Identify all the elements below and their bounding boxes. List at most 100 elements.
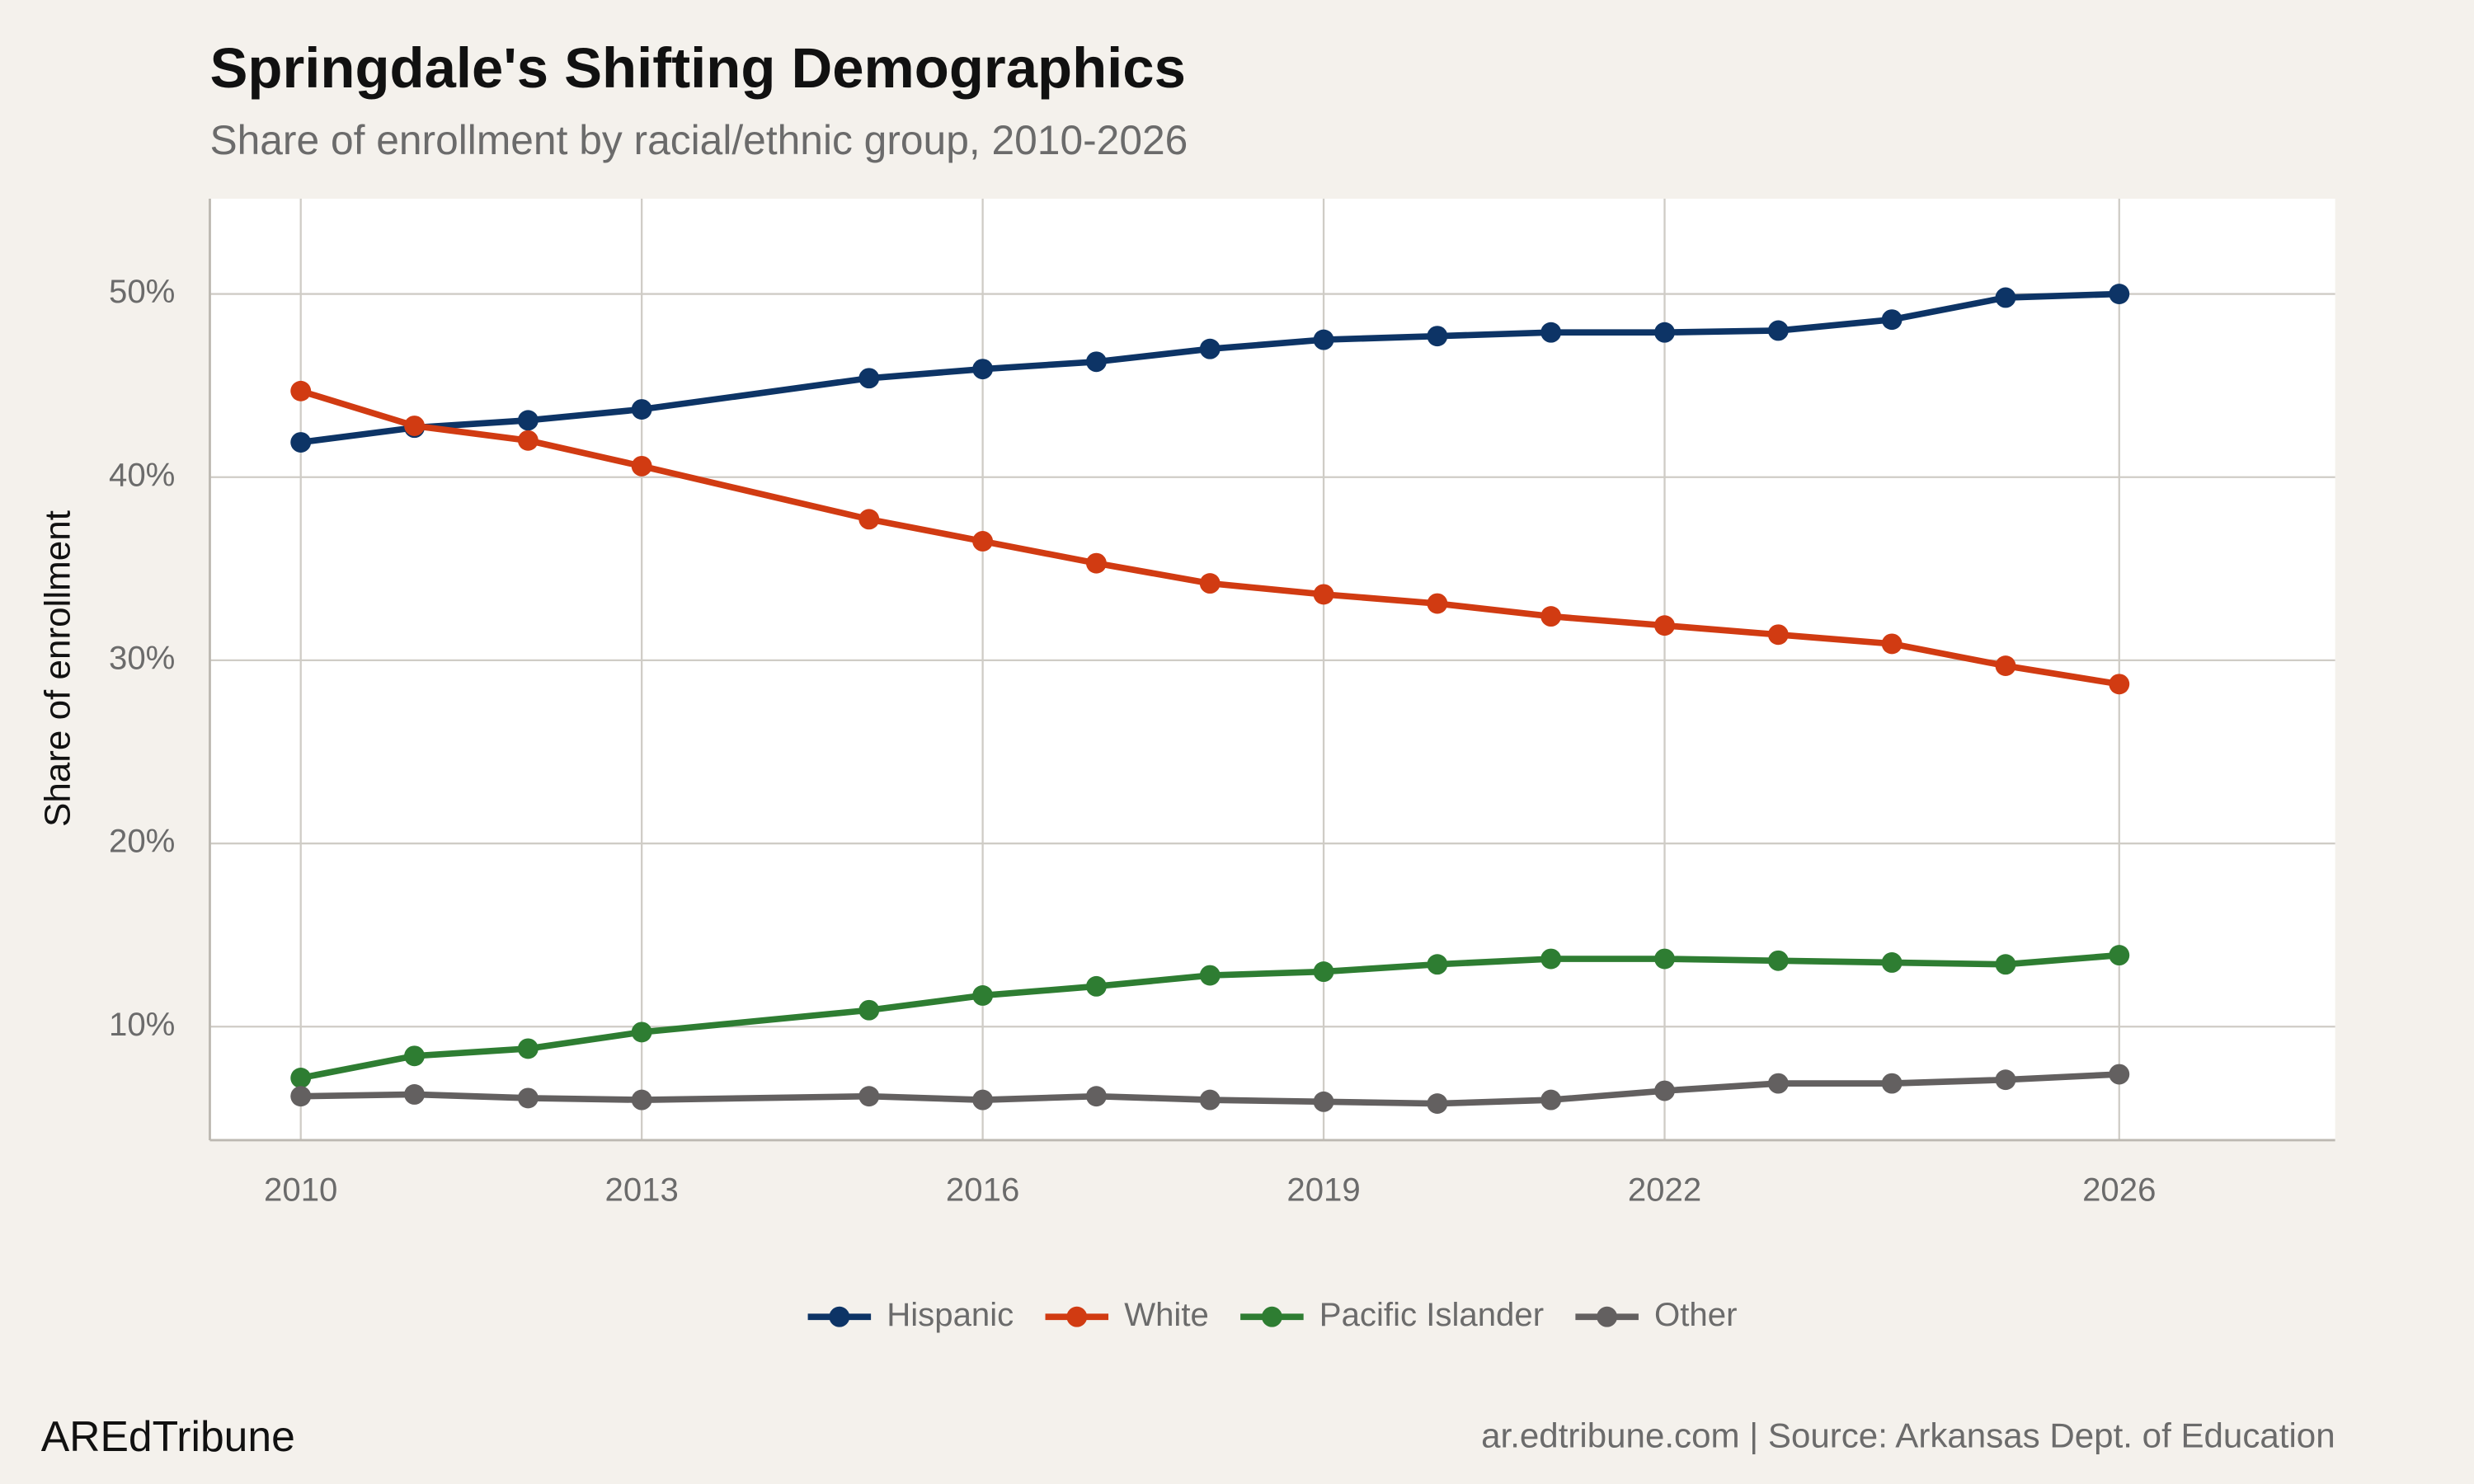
data-point [1313,584,1334,605]
data-point [1767,320,1789,341]
legend-item: Pacific Islander [1240,1296,1544,1333]
plot-panel [209,199,2335,1140]
y-tick-label: 50% [109,273,175,310]
x-tick-label: 2016 [946,1172,1019,1209]
data-point [858,1086,880,1107]
data-point [1313,1091,1334,1112]
legend-key-point [1597,1306,1618,1327]
legend-item: Other [1575,1296,1738,1333]
data-point [972,531,994,552]
legend-label: Hispanic [887,1296,1014,1333]
data-point [290,1068,312,1088]
caption-right: ar.edtribune.com | Source: Arkansas Dept… [1481,1416,2335,1455]
data-point [1540,948,1562,970]
data-point [1767,950,1789,971]
data-point [1881,1073,1903,1094]
data-point [1199,338,1221,359]
data-point [858,999,880,1021]
data-point [2109,284,2130,304]
data-point [631,1021,652,1043]
data-point [1881,309,1903,331]
chart-subtitle: Share of enrollment by racial/ethnic gro… [209,117,1188,163]
data-point [1085,975,1107,997]
x-tick-label: 2022 [1628,1172,1701,1209]
data-point [517,430,539,451]
data-point [290,1086,312,1107]
data-point [1199,965,1221,986]
data-point [1199,1089,1221,1111]
data-point [404,1084,425,1105]
data-point [1881,633,1903,655]
x-tick-label: 2013 [604,1172,678,1209]
legend-key-point [1261,1306,1282,1327]
data-point [1085,552,1107,574]
series-line [300,290,2119,446]
data-point [631,1089,652,1111]
caption-left: AREdTribune [41,1412,295,1460]
series-line [299,951,2120,1082]
data-point [517,1038,539,1059]
data-point [2109,945,2130,966]
data-point [1313,961,1334,983]
data-point [1654,1080,1675,1101]
data-point [1540,322,1562,343]
legend-item: Hispanic [807,1296,1014,1333]
data-point [404,416,425,436]
legend: Hispanic White Pacific Islander Other [807,1296,1738,1333]
data-point [631,399,652,420]
data-point [1427,593,1448,614]
legend-label: Other [1654,1296,1737,1333]
series-line [300,1071,2119,1107]
y-tick-label: 20% [109,823,175,860]
legend-label: Pacific Islander [1319,1296,1544,1333]
data-point [1199,573,1221,594]
y-axis-title: Share of enrollment [37,510,78,827]
data-point [972,359,994,380]
chart-title: Springdale's Shifting Demographics [209,36,1185,100]
data-point [2109,1064,2130,1085]
x-tick-label: 2026 [2082,1172,2156,1209]
data-point [972,985,994,1006]
series-line [299,387,2120,688]
data-point [404,1045,425,1067]
data-point [1995,655,2016,676]
data-point [517,1087,539,1109]
data-point [1085,1086,1107,1107]
y-tick-label: 10% [109,1006,175,1043]
x-tick-label: 2019 [1286,1172,1360,1209]
grid [209,199,2335,1140]
data-point [1654,948,1675,970]
data-point [1654,615,1675,636]
y-tick-label: 30% [109,640,175,677]
data-point [1767,624,1789,646]
x-tick-label: 2010 [264,1172,337,1209]
data-point [1313,329,1334,350]
data-point [2109,674,2130,695]
data-point [972,1089,994,1111]
data-point [1427,326,1448,347]
data-point [631,455,652,477]
y-tick-label: 40% [109,456,175,493]
data-point [1995,954,2016,975]
data-point [1995,1069,2016,1091]
legend-key-point [829,1306,850,1327]
data-point [1654,322,1675,343]
data-point [858,509,880,530]
legend-item: White [1045,1296,1209,1333]
data-point [1881,952,1903,973]
data-point [1767,1073,1789,1094]
data-point [858,368,880,389]
data-point [517,410,539,431]
data-point [1427,954,1448,975]
legend-label: White [1124,1296,1209,1333]
data-point [290,432,312,453]
legend-key-point [1066,1306,1088,1327]
data-point [1085,351,1107,373]
data-point [1540,1089,1562,1111]
data-point [1427,1093,1448,1114]
data-point [1540,606,1562,627]
data-point [290,380,312,402]
data-point [1995,287,2016,308]
